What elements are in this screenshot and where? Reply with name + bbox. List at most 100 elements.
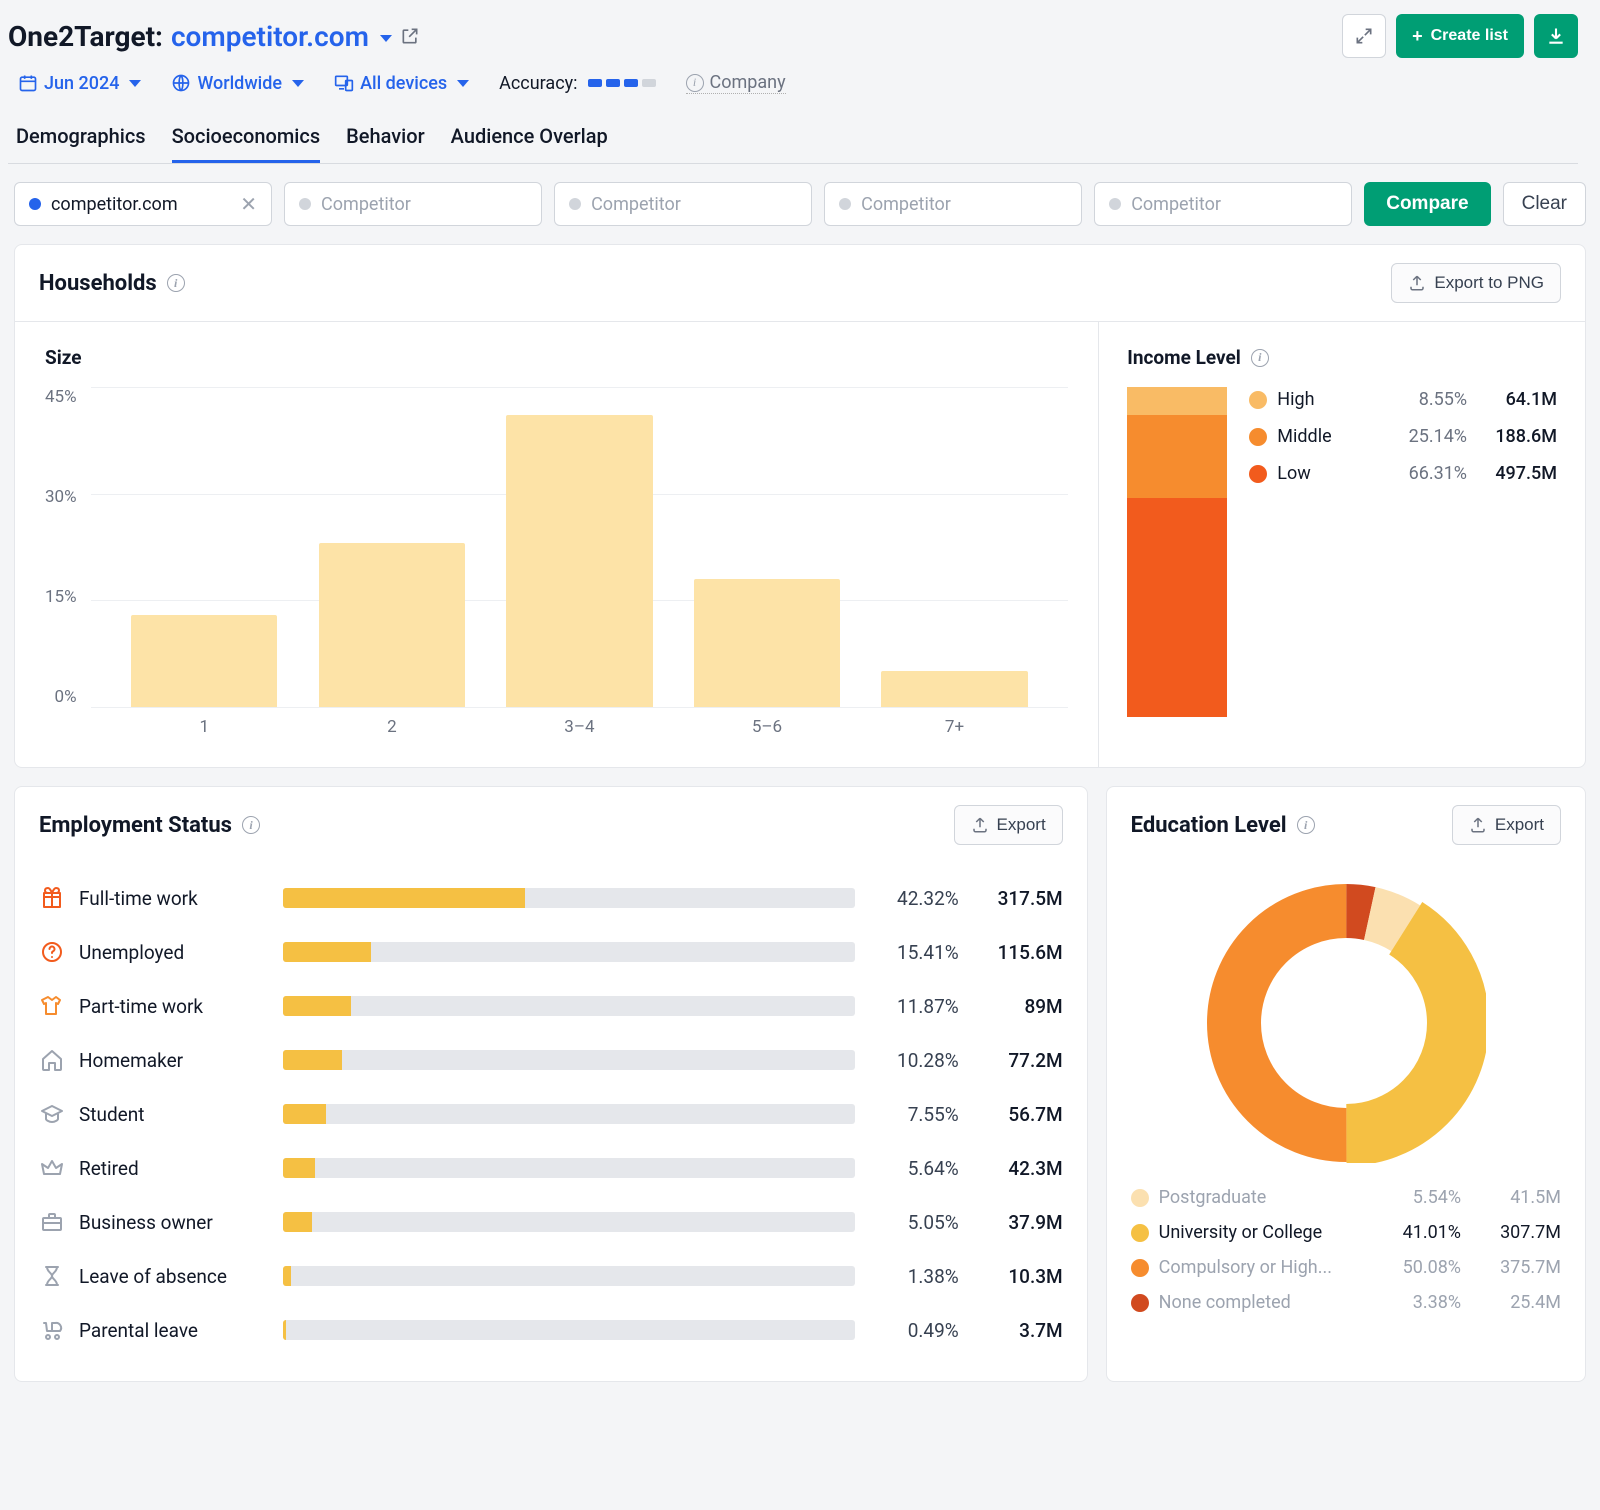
expand-button[interactable] [1342, 14, 1386, 58]
competitor-chip-empty[interactable]: Competitor [1094, 182, 1352, 226]
accuracy-indicator: Accuracy: [499, 73, 655, 94]
chevron-down-icon [380, 35, 392, 42]
export-icon [1469, 816, 1487, 834]
chevron-down-icon [457, 80, 469, 87]
competitor-chip-empty[interactable]: Competitor [824, 182, 1082, 226]
income-title: Income Level i [1127, 346, 1557, 369]
size-bar [881, 671, 1027, 707]
chevron-down-icon [292, 80, 304, 87]
dot-icon [1109, 198, 1121, 210]
download-icon [1546, 26, 1566, 46]
employment-bar [283, 996, 855, 1016]
employment-list: Full-time work 42.32% 317.5M Unemployed … [15, 863, 1087, 1381]
size-bar [694, 579, 840, 707]
size-bar [506, 415, 652, 707]
tab-behavior[interactable]: Behavior [346, 116, 425, 163]
region-filter[interactable]: Worldwide [171, 73, 304, 94]
employment-row: Part-time work 11.87% 89M [39, 979, 1063, 1033]
income-segment [1127, 387, 1227, 415]
competitor-chip-empty[interactable]: Competitor [284, 182, 542, 226]
swatch-icon [1249, 428, 1267, 446]
household-size-panel: Size 45%30%15%0% 123–45–67+ [15, 322, 1098, 767]
accuracy-bars [588, 79, 656, 87]
create-list-button[interactable]: + Create list [1396, 14, 1524, 58]
swatch-icon [1249, 465, 1267, 483]
accuracy-bar [606, 79, 620, 87]
devices-filter[interactable]: All devices [334, 73, 469, 94]
education-card: Education Level i Export Postgraduate 5.… [1106, 786, 1586, 1382]
households-title: Households i [39, 271, 185, 296]
size-title: Size [45, 346, 1068, 369]
income-level-panel: Income Level i High 8.55% 64.1M Middle 2… [1098, 322, 1585, 767]
employment-row: Homemaker 10.28% 77.2M [39, 1033, 1063, 1087]
app-title: One2Target: [8, 20, 163, 53]
income-legend-row: Low 66.31% 497.5M [1249, 463, 1557, 484]
employment-bar [283, 1320, 855, 1340]
devices-icon [334, 73, 354, 93]
tab-socioeconomics[interactable]: Socioeconomics [172, 116, 321, 163]
domain-link[interactable]: competitor.com [171, 20, 392, 53]
page-header: One2Target: competitor.com + Create list [0, 0, 1600, 164]
export-employment-button[interactable]: Export [954, 805, 1063, 845]
remove-competitor-icon[interactable]: ✕ [240, 192, 257, 216]
employment-row: Full-time work 42.32% 317.5M [39, 871, 1063, 925]
size-bar-chart: 45%30%15%0% 123–45–67+ [45, 387, 1068, 737]
clear-button[interactable]: Clear [1503, 182, 1586, 226]
employment-bar [283, 1212, 855, 1232]
info-icon[interactable]: i [1297, 816, 1315, 834]
info-icon[interactable]: i [167, 274, 185, 292]
education-legend-row[interactable]: University or College 41.01% 307.7M [1131, 1222, 1561, 1243]
competitor-chip-selected[interactable]: competitor.com ✕ [14, 182, 272, 226]
dot-icon [569, 198, 581, 210]
graduation-icon [39, 1101, 65, 1127]
home-icon [39, 1047, 65, 1073]
employment-row: Business owner 5.05% 37.9M [39, 1195, 1063, 1249]
download-button[interactable] [1534, 14, 1578, 58]
education-legend-row[interactable]: Postgraduate 5.54% 41.5M [1131, 1187, 1561, 1208]
export-households-button[interactable]: Export to PNG [1391, 263, 1561, 303]
crown-icon [39, 1155, 65, 1181]
accuracy-bar [588, 79, 602, 87]
chevron-down-icon [129, 80, 141, 87]
info-icon[interactable]: i [1251, 349, 1269, 367]
income-legend-row: High 8.55% 64.1M [1249, 389, 1557, 410]
gift-icon [39, 885, 65, 911]
employment-row: Student 7.55% 56.7M [39, 1087, 1063, 1141]
competitor-chip-empty[interactable]: Competitor [554, 182, 812, 226]
employment-row: Retired 5.64% 42.3M [39, 1141, 1063, 1195]
plus-icon: + [1412, 27, 1423, 45]
tab-demographics[interactable]: Demographics [16, 116, 146, 163]
income-segment [1127, 498, 1227, 717]
export-icon [1408, 274, 1426, 292]
employment-bar [283, 1104, 855, 1124]
competitor-row: competitor.com ✕ Competitor Competitor C… [0, 164, 1600, 244]
export-icon [971, 816, 989, 834]
company-type[interactable]: i Company [686, 72, 786, 94]
employment-bar [283, 942, 855, 962]
swatch-icon [1249, 391, 1267, 409]
filter-bar: Jun 2024 Worldwide All devices Accuracy:… [8, 72, 1578, 94]
education-donut-chart [1131, 883, 1561, 1163]
external-link-icon[interactable] [400, 20, 420, 53]
employment-row: Parental leave 0.49% 3.7M [39, 1303, 1063, 1357]
education-legend-row[interactable]: Compulsory or High... 50.08% 375.7M [1131, 1257, 1561, 1278]
shirt-icon [39, 993, 65, 1019]
compare-button[interactable]: Compare [1364, 182, 1490, 226]
tab-audience-overlap[interactable]: Audience Overlap [451, 116, 608, 163]
calendar-icon [18, 73, 38, 93]
education-legend-row[interactable]: None completed 3.38% 25.4M [1131, 1292, 1561, 1313]
export-education-button[interactable]: Export [1452, 805, 1561, 845]
employment-bar [283, 1158, 855, 1178]
employment-bar [283, 888, 855, 908]
expand-icon [1354, 26, 1374, 46]
employment-bar [283, 1050, 855, 1070]
info-icon[interactable]: i [242, 816, 260, 834]
accuracy-bar [624, 79, 638, 87]
swatch-icon [1131, 1224, 1149, 1242]
households-card: Households i Export to PNG Size 45%30%15… [14, 244, 1586, 768]
income-stacked-bar [1127, 387, 1227, 717]
page-title-row: One2Target: competitor.com [8, 20, 420, 53]
swatch-icon [1131, 1294, 1149, 1312]
date-filter[interactable]: Jun 2024 [18, 73, 141, 94]
briefcase-icon [39, 1209, 65, 1235]
